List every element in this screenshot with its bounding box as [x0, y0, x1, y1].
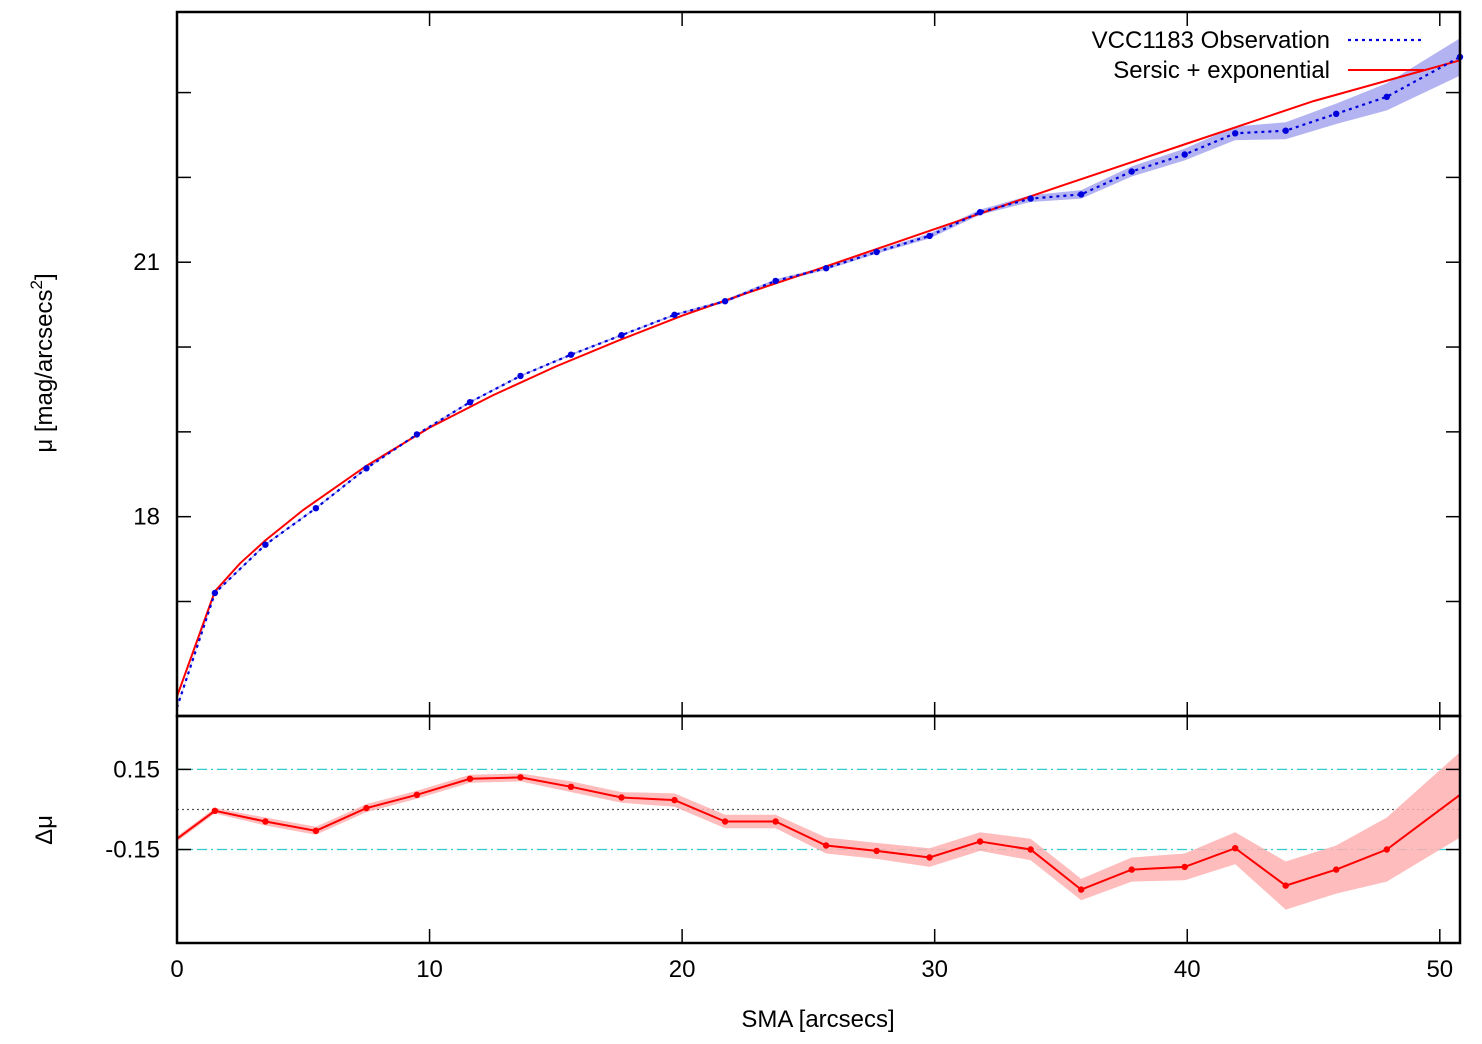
profile-y-axis-label: μ [mag/arcsecs2] — [27, 273, 58, 452]
residual-line — [176, 776, 1461, 891]
observation-point — [1282, 127, 1289, 134]
residual-point — [312, 827, 320, 834]
observation-point — [413, 431, 421, 438]
observation-point — [1232, 130, 1239, 137]
observation-error-band — [177, 38, 1460, 709]
profile-ticks — [176, 12, 1460, 716]
y-tick-label: 18 — [133, 504, 160, 531]
residual-point — [1181, 863, 1188, 871]
residual-point — [211, 807, 219, 814]
y-tick-label: 0.15 — [113, 756, 160, 783]
observation-point — [671, 311, 678, 318]
observation-point — [517, 372, 524, 380]
observation-point — [1383, 93, 1391, 101]
residual-ticks — [176, 716, 1460, 943]
residual-tick-labels: 0.15 -0.15 0 10 20 30 40 50 — [105, 756, 1453, 983]
residual-point — [262, 818, 269, 825]
observation-point — [312, 505, 320, 512]
residual-point — [671, 796, 678, 804]
residual-y-axis-label: Δμ — [31, 815, 58, 845]
observation-point — [1333, 110, 1340, 118]
residual-point — [1333, 866, 1340, 873]
observation-point — [618, 332, 625, 339]
residual-point — [1282, 882, 1289, 889]
profile-error-bands — [177, 38, 1460, 709]
residual-point — [466, 775, 474, 782]
observation-point — [976, 209, 984, 216]
residual-point — [926, 854, 933, 861]
residual-point — [772, 818, 779, 825]
observation-point — [1078, 191, 1085, 198]
observation-point — [772, 277, 779, 285]
legend-label-model: Sersic + exponential — [1113, 57, 1330, 84]
residual-point — [1232, 845, 1239, 852]
legend: VCC1183 Observation Sersic + exponential — [1092, 27, 1424, 84]
observation-point — [1128, 168, 1135, 175]
x-tick-label: 30 — [921, 956, 948, 983]
y-tick-label: 21 — [133, 249, 160, 276]
observation-point — [262, 541, 269, 548]
residual-panel: 0.15 -0.15 0 10 20 30 40 50 Δμ SMA [arcsecs] — [31, 714, 1462, 1033]
observation-point — [466, 399, 474, 406]
observation-point — [567, 351, 575, 358]
residual-point — [567, 783, 575, 790]
observation-point — [926, 232, 933, 240]
observation-point — [721, 298, 729, 305]
residual-point — [1027, 846, 1034, 853]
residual-point — [413, 791, 421, 798]
residual-error-band — [177, 752, 1460, 910]
x-tick-label: 20 — [669, 956, 696, 983]
observation-point — [363, 465, 370, 472]
residual-markers — [211, 774, 1391, 893]
observation-point — [211, 589, 219, 597]
residual-point — [1078, 886, 1085, 893]
residual-lines — [176, 776, 1461, 891]
residual-point — [1383, 846, 1391, 853]
model-line — [176, 59, 1461, 697]
profile-markers — [211, 53, 1464, 597]
residual-plot-frame — [175, 714, 1462, 945]
residual-point — [517, 774, 524, 781]
residual-point — [976, 838, 984, 845]
x-tick-label: 40 — [1174, 956, 1201, 983]
residual-error-band-shape — [177, 752, 1460, 910]
residual-point — [873, 847, 880, 855]
legend-label-observation: VCC1183 Observation — [1092, 27, 1330, 54]
y-tick-label: -0.15 — [105, 837, 160, 864]
x-tick-label: 10 — [416, 956, 443, 983]
observation-point — [1027, 195, 1034, 202]
residual-point — [1128, 866, 1135, 873]
profile-lines — [175, 56, 1461, 708]
observation-point — [822, 265, 830, 272]
x-tick-label: 50 — [1426, 956, 1453, 983]
residual-point — [618, 794, 625, 801]
residual-point — [822, 842, 830, 849]
observation-point — [873, 248, 880, 256]
x-tick-label: 0 — [170, 956, 183, 983]
residual-point — [363, 804, 370, 812]
observation-point — [1181, 151, 1188, 158]
x-axis-label: SMA [arcsecs] — [741, 1006, 894, 1033]
residual-point — [721, 818, 729, 825]
